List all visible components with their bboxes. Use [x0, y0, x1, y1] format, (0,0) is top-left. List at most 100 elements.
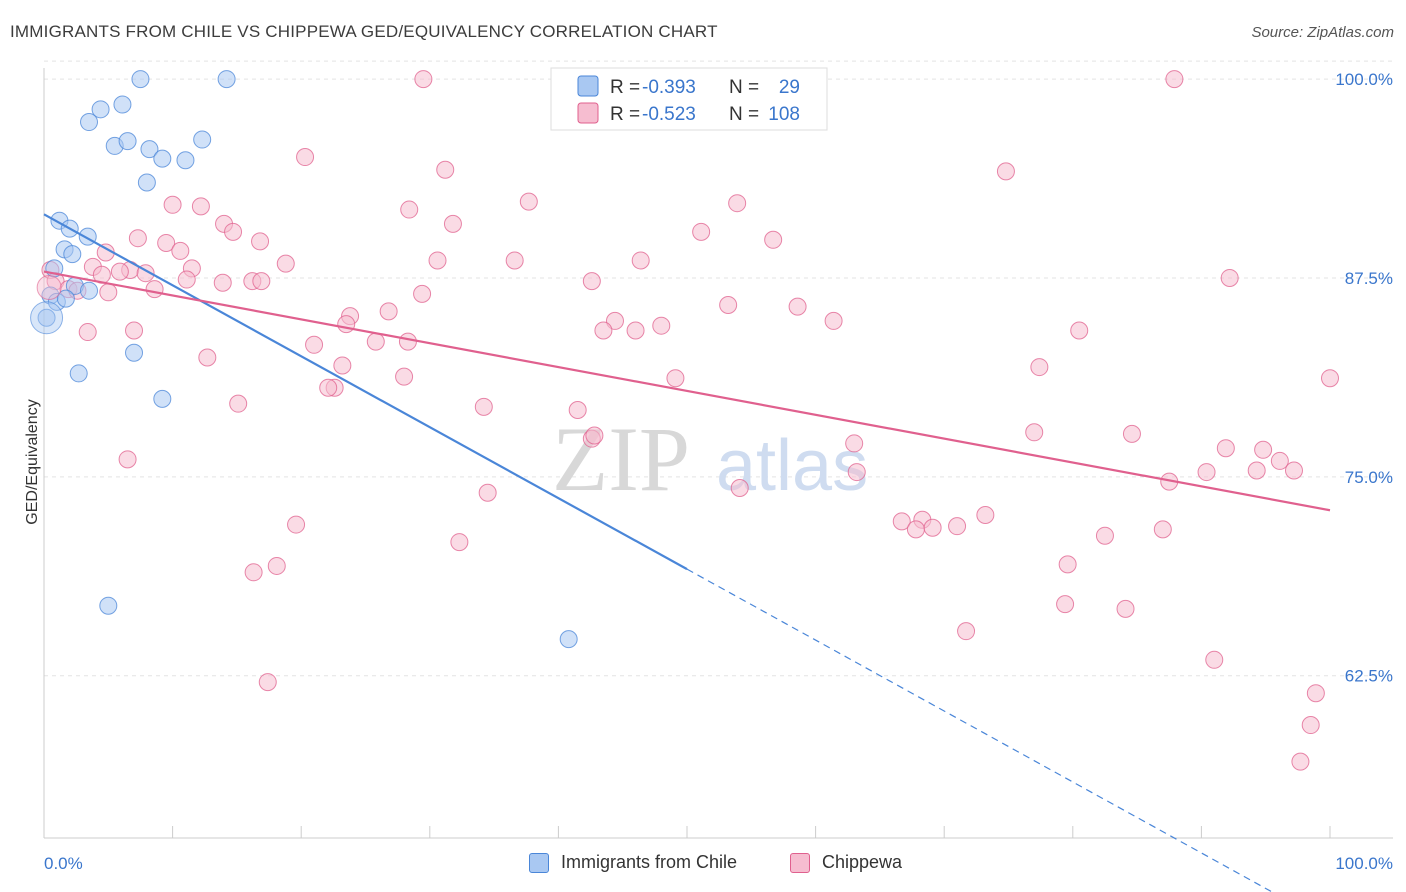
data-point-chippewa	[128, 229, 147, 248]
data-point-chippewa	[1270, 451, 1289, 470]
data-point-chile	[137, 173, 156, 192]
y-tick-label: 87.5%	[1345, 269, 1393, 288]
legend-swatch-chile	[577, 75, 599, 97]
data-point-chile	[118, 132, 137, 151]
data-point-chippewa	[1153, 520, 1172, 539]
data-point-chile	[99, 596, 118, 615]
legend-n-chippewa: 108	[768, 104, 800, 125]
data-point-chile	[193, 130, 212, 149]
data-point-chippewa	[267, 556, 286, 575]
data-point-chippewa	[719, 296, 738, 315]
data-point-chippewa	[450, 533, 469, 552]
data-point-chippewa	[906, 520, 925, 539]
data-point-chile	[140, 140, 159, 159]
legend-item-chile: Immigrants from Chile	[529, 852, 737, 873]
data-point-chile	[131, 70, 150, 89]
legend-n-label: N =	[729, 104, 759, 125]
data-point-chippewa	[252, 272, 271, 291]
legend-swatch-chippewa	[577, 102, 599, 124]
x-tick-label: 0.0%	[44, 854, 83, 873]
data-point-chippewa	[1070, 321, 1089, 340]
data-point-chippewa	[1306, 684, 1325, 703]
data-point-chile	[217, 70, 236, 89]
data-point-chippewa	[788, 297, 807, 316]
data-point-chippewa	[36, 275, 62, 301]
legend-r-chippewa: -0.523	[642, 104, 696, 125]
data-point-chippewa	[1165, 70, 1184, 89]
data-point-chippewa	[1321, 369, 1339, 388]
legend-n-label: N =	[729, 77, 759, 98]
legend-label-chile: Immigrants from Chile	[561, 852, 738, 872]
data-point-chile	[80, 281, 99, 300]
data-point-chippewa	[892, 512, 911, 531]
trend-lines	[43, 213, 1331, 892]
data-point-chippewa	[1247, 461, 1266, 480]
data-point-chippewa	[582, 272, 601, 291]
data-point-chippewa	[957, 622, 976, 641]
data-point-chippewa	[436, 160, 455, 179]
data-point-chippewa	[1030, 358, 1049, 377]
axes	[43, 68, 1393, 839]
trend-line-chile	[43, 213, 688, 571]
data-point-chippewa	[337, 315, 356, 334]
legend-item-chippewa: Chippewa	[790, 852, 902, 873]
data-point-chippewa	[1116, 599, 1135, 618]
data-point-chippewa	[276, 254, 295, 273]
data-point-chippewa	[99, 283, 118, 302]
data-point-chippewa	[631, 251, 650, 270]
legend-swatch-chippewa	[790, 852, 810, 873]
data-point-chippewa	[996, 162, 1015, 181]
data-point-chippewa	[398, 332, 417, 351]
data-point-chile	[56, 289, 75, 308]
data-point-chippewa	[366, 332, 385, 351]
data-point-chippewa	[428, 251, 447, 270]
data-point-chippewa	[400, 200, 419, 219]
data-point-chippewa	[923, 518, 942, 537]
x-tick-label: 100.0%	[1335, 854, 1393, 873]
data-point-chippewa	[728, 194, 747, 213]
data-point-chile	[559, 630, 578, 649]
data-point-chippewa	[110, 262, 129, 281]
data-point-chile	[80, 113, 99, 132]
data-point-chippewa	[1095, 526, 1114, 545]
data-point-chippewa	[258, 673, 277, 692]
data-point-chippewa	[125, 321, 144, 340]
data-point-chippewa	[163, 195, 182, 214]
data-point-chippewa	[157, 233, 176, 252]
data-point-chippewa	[1025, 423, 1044, 442]
data-point-chippewa	[605, 311, 624, 330]
data-point-chippewa	[413, 284, 432, 303]
data-point-chippewa	[666, 369, 685, 388]
data-point-chippewa	[224, 222, 243, 241]
data-point-chippewa	[251, 232, 270, 251]
data-point-chile	[176, 151, 195, 170]
legend-r-chile: -0.393	[642, 77, 696, 98]
watermark-zip: ZIP	[552, 408, 690, 510]
data-point-chippewa	[191, 197, 210, 216]
y-tick-label: 62.5%	[1345, 667, 1393, 686]
legend-r-label: R =	[610, 77, 640, 98]
data-point-chippewa	[1301, 716, 1320, 735]
data-point-chippewa	[478, 483, 497, 502]
watermark: ZIP atlas	[552, 408, 868, 510]
data-point-chippewa	[198, 348, 217, 367]
y-tick-label: 75.0%	[1345, 468, 1393, 487]
data-point-chippewa	[1197, 463, 1216, 482]
data-point-chippewa	[177, 270, 196, 289]
series-legend: Immigrants from Chile Chippewa	[0, 852, 1406, 878]
source-label: Source: ZipAtlas.com	[1251, 24, 1394, 41]
data-point-chippewa	[730, 478, 749, 497]
data-point-chippewa	[145, 280, 164, 299]
data-point-chile	[91, 100, 110, 119]
stats-legend: R = -0.393 N = 29 R = -0.523 N = 108	[550, 67, 828, 131]
data-point-chippewa	[1220, 268, 1239, 287]
data-point-chile	[30, 301, 64, 335]
data-point-chippewa	[1291, 752, 1310, 771]
data-point-chippewa	[443, 214, 462, 233]
data-point-chippewa	[626, 321, 645, 340]
data-point-chippewa	[824, 311, 843, 330]
data-point-chippewa	[1122, 424, 1141, 443]
data-point-chippewa	[305, 335, 324, 354]
data-point-chippewa	[519, 192, 538, 211]
data-point-chippewa	[568, 401, 587, 420]
